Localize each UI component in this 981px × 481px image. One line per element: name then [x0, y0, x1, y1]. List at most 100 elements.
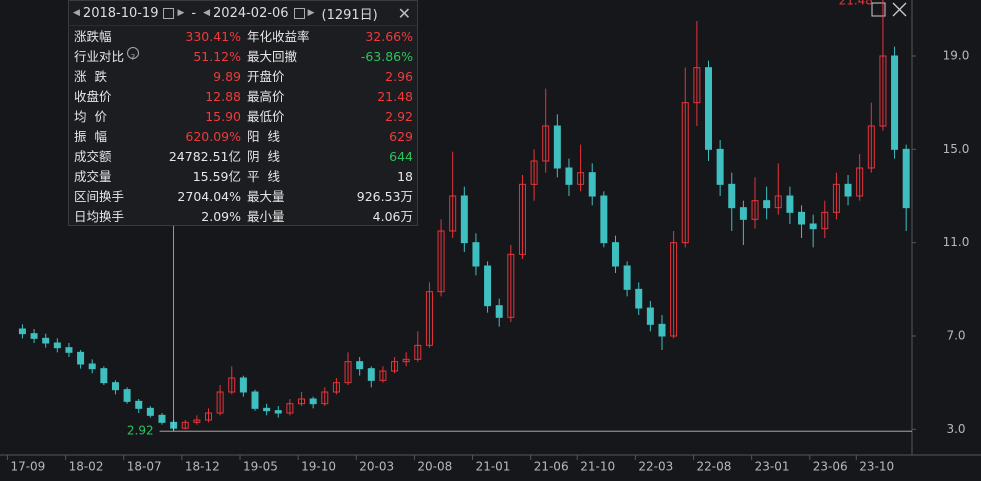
separator: -: [191, 5, 197, 21]
candle-body: [379, 370, 387, 381]
candle-body: [414, 344, 422, 360]
stat-label: 振 幅: [74, 129, 107, 144]
window-icon[interactable]: [871, 2, 886, 17]
stat-label: 年化收益率: [247, 29, 310, 44]
stat-label: 涨 跌: [74, 69, 107, 84]
close-button[interactable]: ✕: [397, 3, 411, 23]
stat-label: 阳 线: [247, 129, 280, 144]
stat-label: 开盘价: [247, 69, 285, 84]
stats-row: 涨 跌 9.89 开盘价 2.96: [69, 67, 417, 87]
stats-row: 行业对比? 51.12% 最大回撤 -63.86%: [69, 47, 417, 67]
candle-body: [623, 265, 631, 290]
stat-value: 330.41%: [185, 29, 241, 44]
y-tick-label: 3.0: [946, 422, 965, 436]
stat-value: 2.92: [385, 109, 413, 124]
candle-body: [728, 183, 736, 209]
stat-value: 15.90: [205, 109, 241, 124]
candle-body: [809, 223, 817, 230]
stat-value: 21.48: [377, 89, 413, 104]
stats-row: 均 价 15.90 最低价 2.92: [69, 107, 417, 127]
next-arrow[interactable]: ▶: [307, 8, 315, 18]
calendar-icon[interactable]: [293, 7, 305, 19]
stats-row: 振 幅 620.09% 阳 线 629: [69, 127, 417, 147]
x-tick-label: 18-02: [69, 460, 104, 474]
candle-body: [716, 148, 724, 185]
x-tick-label: 19-10: [301, 460, 336, 474]
info-icon[interactable]: ?: [127, 47, 140, 62]
next-arrow[interactable]: ▶: [177, 8, 185, 18]
stat-value: 644: [389, 149, 413, 164]
low-label: 2.92: [127, 424, 154, 438]
candle-body: [786, 195, 794, 213]
stat-label: 最大量: [247, 189, 285, 204]
x-tick-label: 23-10: [859, 460, 894, 474]
candle-body: [832, 183, 840, 213]
candle-body: [588, 172, 596, 197]
stats-row: 区间换手 2704.04% 最大量 926.53万: [69, 187, 417, 207]
stat-value: 2.09%: [201, 209, 241, 224]
candle-body: [658, 323, 666, 337]
candle-body: [321, 391, 329, 405]
y-tick-label: 15.0: [943, 142, 970, 156]
candle-body: [158, 414, 166, 423]
x-tick-label: 21-01: [476, 460, 511, 474]
stat-value: 18: [397, 169, 413, 184]
candle-body: [53, 342, 61, 349]
high-label: 21.48: [839, 0, 873, 8]
stat-value: -63.86%: [360, 49, 413, 64]
candle-body: [763, 200, 771, 209]
day-count: (1291日): [321, 7, 378, 23]
stat-label: 成交额: [74, 149, 112, 164]
candle-body: [216, 391, 224, 414]
stats-row: 成交量 15.59亿平 线 18: [69, 167, 417, 187]
candle-body: [460, 195, 468, 244]
end-date[interactable]: 2024-02-06: [213, 5, 289, 21]
stat-label: 日均换手: [74, 209, 125, 224]
candle-body: [135, 400, 143, 409]
candle-body: [577, 172, 585, 185]
stat-label: 收盘价: [74, 89, 112, 104]
stats-panel: ◀ 2018-10-19 ▶ - ◀ 2024-02-06 ▶ (1291日) …: [68, 0, 418, 226]
candle-body: [204, 412, 212, 421]
x-tick-label: 20-08: [417, 460, 452, 474]
candle-body: [425, 291, 433, 346]
stats-row: 收盘价 12.88 最高价 21.48: [69, 87, 417, 107]
stat-label: 成交量: [74, 169, 112, 184]
candle-body: [635, 288, 643, 309]
stat-value: 9.89: [213, 69, 241, 84]
candle-body: [646, 307, 654, 325]
start-date[interactable]: 2018-10-19: [82, 5, 159, 21]
candle-body: [484, 265, 492, 307]
stat-label: 均 价: [74, 109, 107, 124]
stat-label: 阴 线: [247, 149, 280, 164]
candle-body: [693, 67, 701, 104]
candle-body: [123, 389, 131, 402]
candle-body: [879, 55, 887, 127]
candle-body: [867, 125, 875, 169]
candle-body: [88, 363, 96, 370]
candle-body: [553, 125, 561, 169]
calendar-icon[interactable]: [163, 7, 175, 19]
stat-value: 2.96: [385, 69, 413, 84]
candle-body: [42, 337, 50, 344]
x-tick-label: 21-10: [580, 460, 615, 474]
stat-value: 24782.51亿: [168, 149, 241, 164]
panel-header: ◀ 2018-10-19 ▶ - ◀ 2024-02-06 ▶ (1291日) …: [69, 1, 417, 26]
candle-body: [309, 398, 317, 405]
candle-body: [111, 382, 119, 391]
stat-value: 926.53万: [356, 189, 413, 204]
stats-row: 涨跌幅 330.41% 年化收益率 32.66%: [69, 27, 417, 47]
prev-arrow[interactable]: ◀: [203, 8, 211, 18]
candle-body: [286, 403, 294, 414]
candle-body: [542, 125, 550, 162]
close-icon[interactable]: [892, 2, 907, 17]
x-tick-label: 17-09: [10, 460, 45, 474]
stat-value: 32.66%: [365, 29, 413, 44]
candle-body: [146, 407, 154, 416]
candle-body: [844, 183, 852, 197]
candle-body: [18, 328, 26, 335]
prev-arrow[interactable]: ◀: [73, 8, 80, 18]
stat-label: 涨跌幅: [74, 29, 112, 44]
candle-body: [751, 200, 759, 220]
